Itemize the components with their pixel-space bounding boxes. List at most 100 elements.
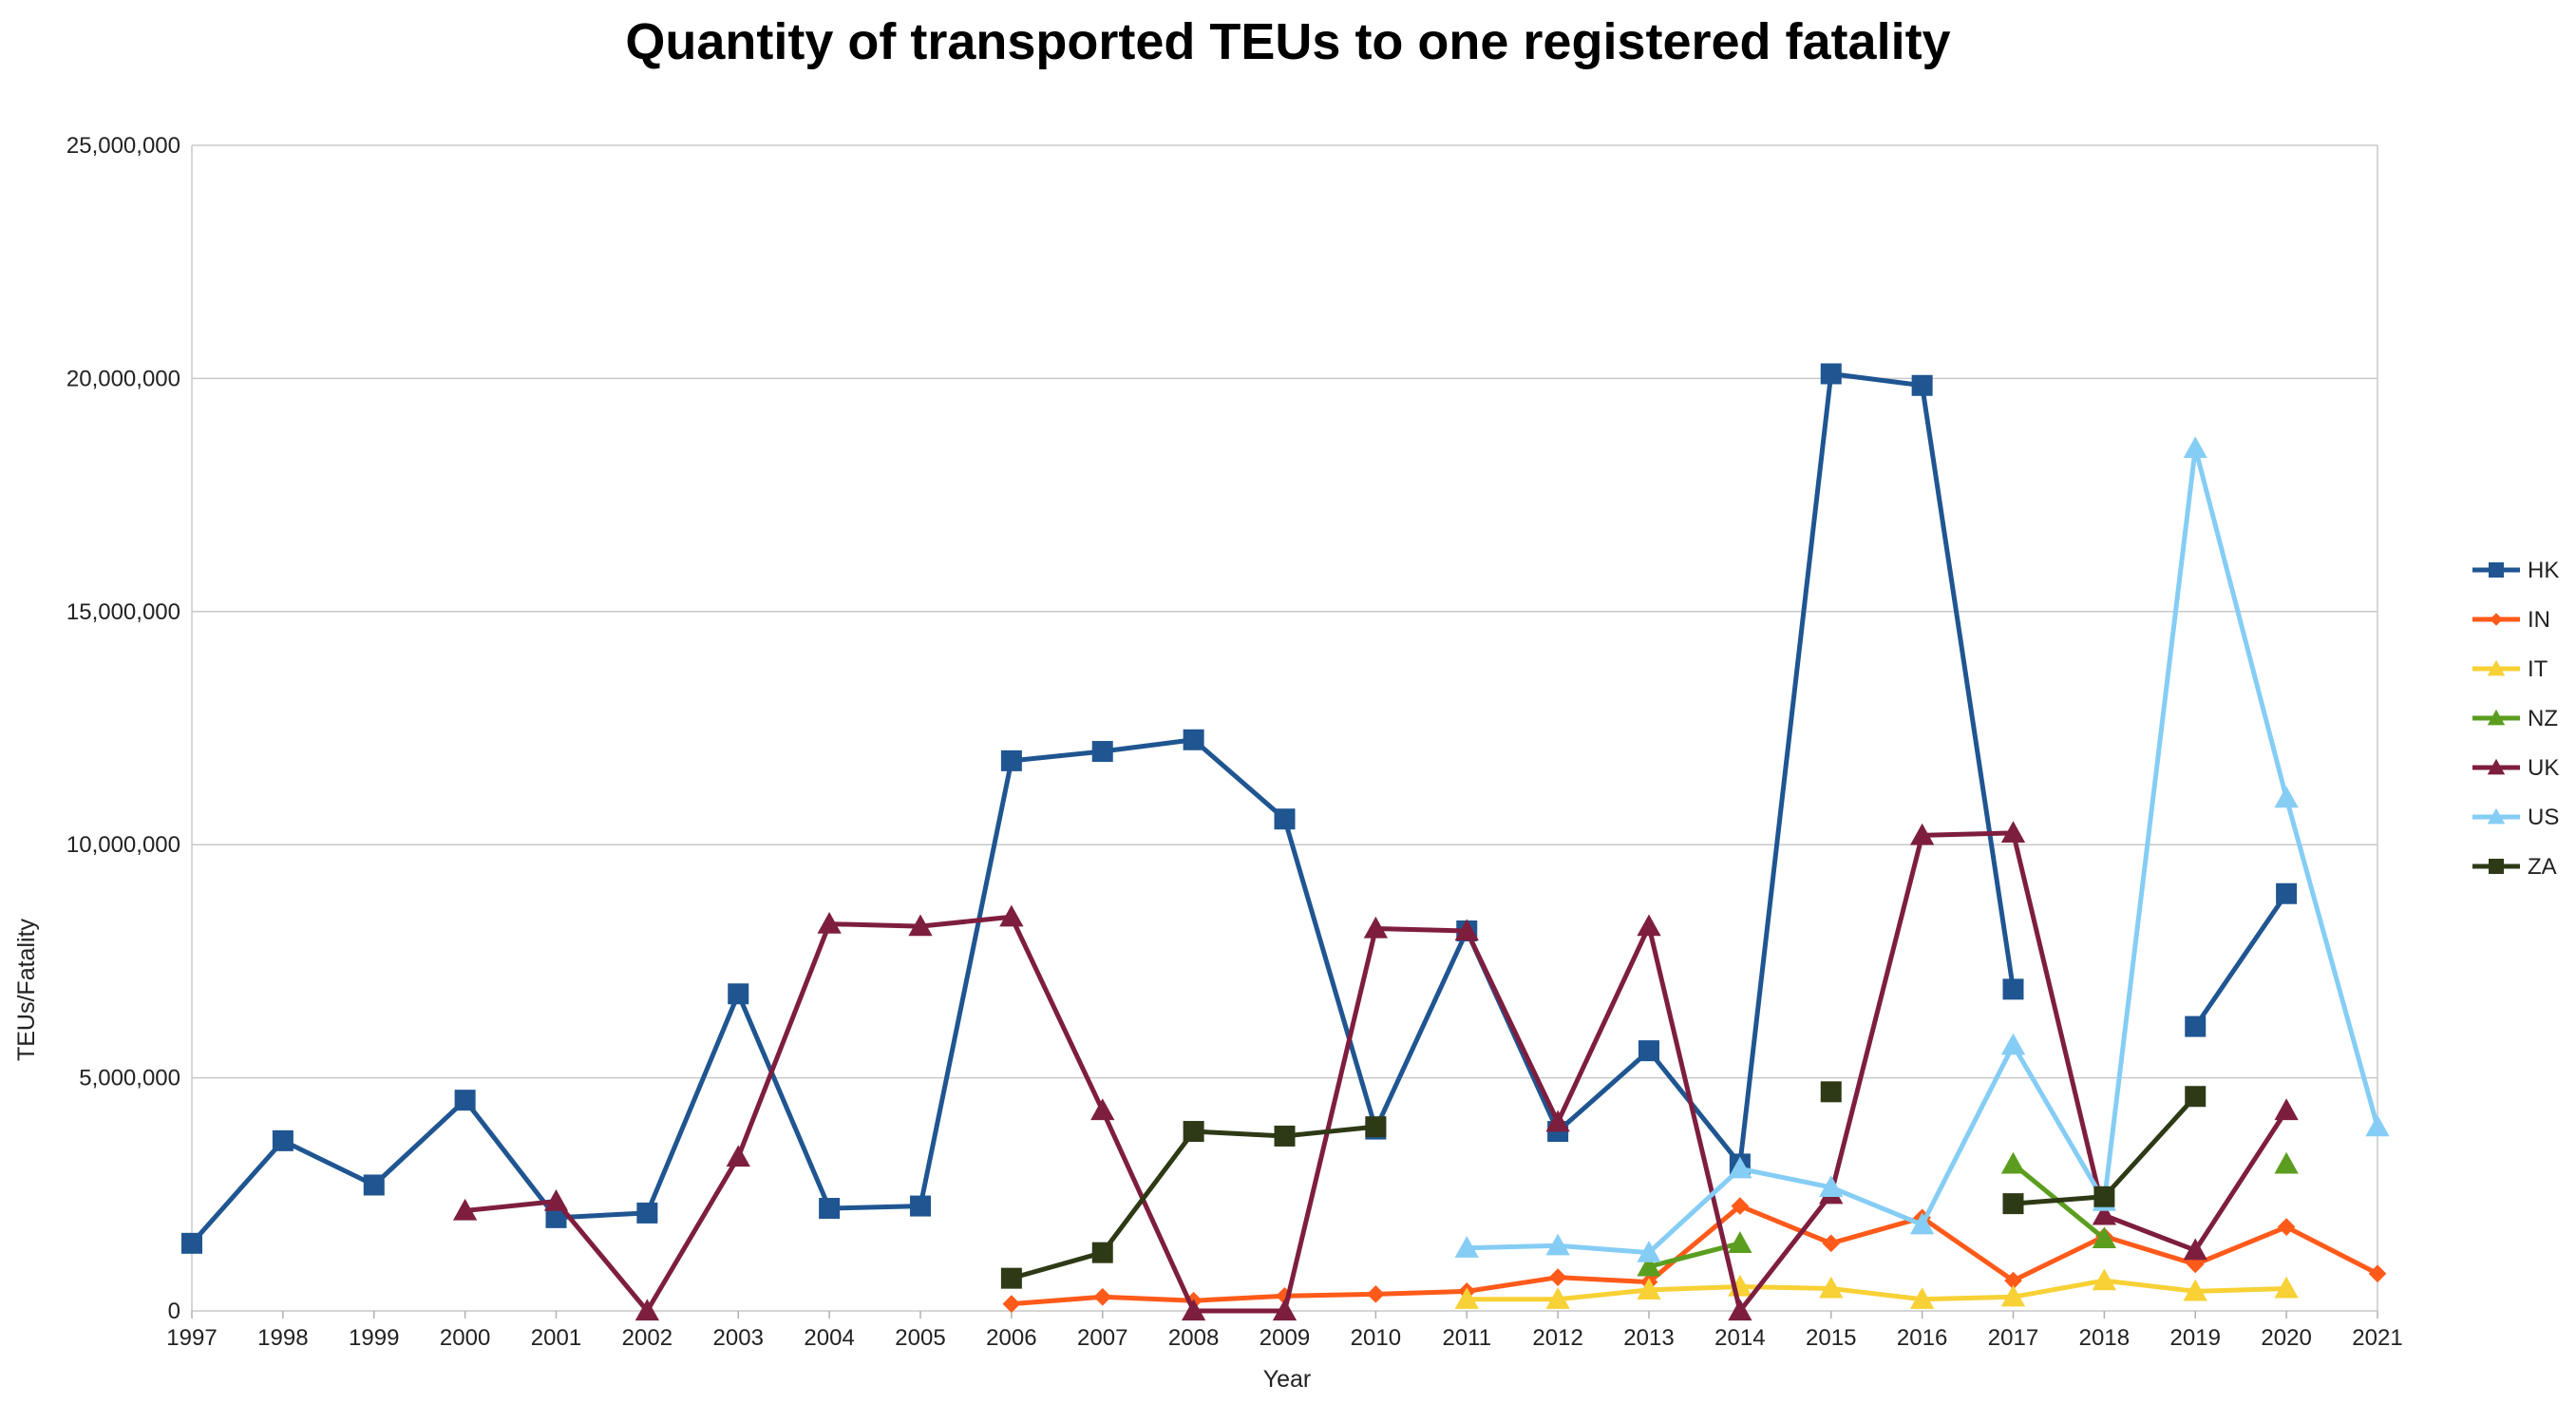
data-point-in: [1276, 1286, 1294, 1305]
legend-label: NZ: [2528, 706, 2558, 731]
x-tick-label: 2019: [2170, 1325, 2221, 1351]
data-point-za: [2002, 1193, 2024, 1215]
data-point-us: [2274, 786, 2299, 808]
x-tick-label: 2013: [1623, 1325, 1674, 1351]
data-point-uk: [543, 1189, 569, 1211]
series-us: [1454, 436, 2390, 1262]
x-tick-label: 2017: [1988, 1325, 2038, 1351]
series-hk: [181, 363, 2298, 1254]
x-tick-label: 2016: [1897, 1325, 1947, 1351]
data-point-hk: [2002, 978, 2024, 1000]
data-point-it: [2000, 1284, 2026, 1307]
data-point-nz: [2274, 1151, 2299, 1174]
data-point-hk: [454, 1090, 476, 1111]
data-point-uk: [1272, 1299, 1297, 1321]
y-tick-label: 5,000,000: [79, 1066, 180, 1091]
x-tick-label: 2007: [1077, 1325, 1127, 1351]
data-point-hk: [181, 1232, 202, 1254]
data-point-hk: [1183, 729, 1204, 750]
x-tick-label: 1998: [257, 1325, 308, 1351]
legend-marker: [2487, 659, 2506, 676]
data-point-uk: [2274, 1098, 2299, 1121]
data-point-in: [1002, 1295, 1021, 1313]
data-point-za: [1820, 1081, 1842, 1103]
data-point-us: [1454, 1236, 1479, 1258]
data-point-uk: [635, 1299, 660, 1321]
y-tick-label: 15,000,000: [66, 599, 180, 625]
legend-marker: [2487, 709, 2506, 726]
chart-title: Quantity of transported TEUs to one regi…: [625, 13, 1950, 70]
data-point-in: [1822, 1234, 1841, 1253]
legend-item-hk: HK: [2472, 558, 2559, 583]
legend-item-in: IN: [2472, 607, 2550, 633]
x-tick-label: 2010: [1351, 1325, 1401, 1351]
series-line-hk: [2192, 891, 2289, 1030]
data-point-uk: [908, 914, 933, 937]
data-point-hk: [819, 1198, 841, 1220]
data-point-uk: [999, 904, 1024, 927]
data-point-in: [2004, 1271, 2022, 1290]
data-point-za: [1183, 1121, 1204, 1143]
series-line-uk: [463, 830, 2289, 1314]
data-point-uk: [817, 911, 842, 934]
legend-marker: [2489, 859, 2504, 874]
legend-label: HK: [2528, 558, 2559, 583]
data-point-hk: [363, 1174, 385, 1196]
data-point-nz: [2000, 1151, 2026, 1174]
data-point-us: [2000, 1033, 2026, 1055]
legend-label: ZA: [2528, 854, 2557, 880]
x-tick-label: 2015: [1806, 1325, 1856, 1351]
data-point-uk: [2183, 1238, 2207, 1261]
series-lines: [181, 363, 2390, 1321]
data-point-uk: [1454, 919, 1479, 941]
data-point-uk: [1909, 823, 1935, 845]
x-tick-label: 1997: [166, 1325, 217, 1351]
data-point-hk: [1820, 363, 1842, 385]
data-point-hk: [1091, 741, 1113, 763]
legend-item-uk: UK: [2472, 755, 2559, 781]
series-line-in: [1009, 1204, 2380, 1307]
data-point-hk: [2185, 1015, 2207, 1037]
series-uk: [452, 821, 2299, 1321]
x-tick-label: 2002: [622, 1325, 672, 1351]
legend-label: US: [2528, 805, 2559, 830]
data-point-uk: [1728, 1299, 1752, 1321]
x-tick-label: 1999: [349, 1325, 399, 1351]
x-tick-label: 2004: [804, 1325, 854, 1351]
x-tick-label: 2014: [1714, 1325, 1765, 1351]
data-point-it: [1909, 1287, 1935, 1309]
legend-item-za: ZA: [2472, 854, 2557, 880]
data-point-it: [2274, 1276, 2299, 1299]
legend-label: IT: [2528, 656, 2548, 682]
legend-marker: [2489, 562, 2504, 578]
legend-item-it: IT: [2472, 656, 2548, 682]
data-point-uk: [1545, 1110, 1570, 1132]
x-tick-label: 2011: [1442, 1325, 1491, 1351]
data-point-hk: [728, 983, 749, 1005]
x-tick-label: 2012: [1532, 1325, 1582, 1351]
y-tick-label: 10,000,000: [66, 832, 180, 858]
legend-label: IN: [2528, 607, 2550, 633]
x-tick-label: 2008: [1168, 1325, 1219, 1351]
x-tick-label: 2018: [2079, 1325, 2130, 1351]
data-point-it: [2183, 1279, 2207, 1301]
data-point-hk: [1911, 374, 1933, 396]
x-tick-label: 2000: [440, 1325, 490, 1351]
data-point-nz: [1728, 1231, 1752, 1253]
data-point-in: [1548, 1268, 1567, 1287]
data-point-hk: [1000, 749, 1022, 771]
legend-item-nz: NZ: [2472, 706, 2558, 731]
y-tick-label: 20,000,000: [66, 366, 180, 391]
data-point-uk: [1637, 914, 1661, 937]
y-tick-label: 0: [168, 1299, 180, 1324]
data-point-nz: [2092, 1226, 2117, 1249]
data-point-in: [1731, 1197, 1750, 1215]
legend: HK IN IT NZ UK US ZA: [2472, 558, 2559, 880]
data-point-us: [1909, 1212, 1935, 1235]
data-point-uk: [1090, 1098, 1115, 1121]
x-axis-title: Year: [1263, 1366, 1312, 1393]
data-point-hk: [545, 1206, 567, 1228]
data-point-it: [1545, 1287, 1570, 1309]
series-line-it: [1464, 1278, 2289, 1302]
